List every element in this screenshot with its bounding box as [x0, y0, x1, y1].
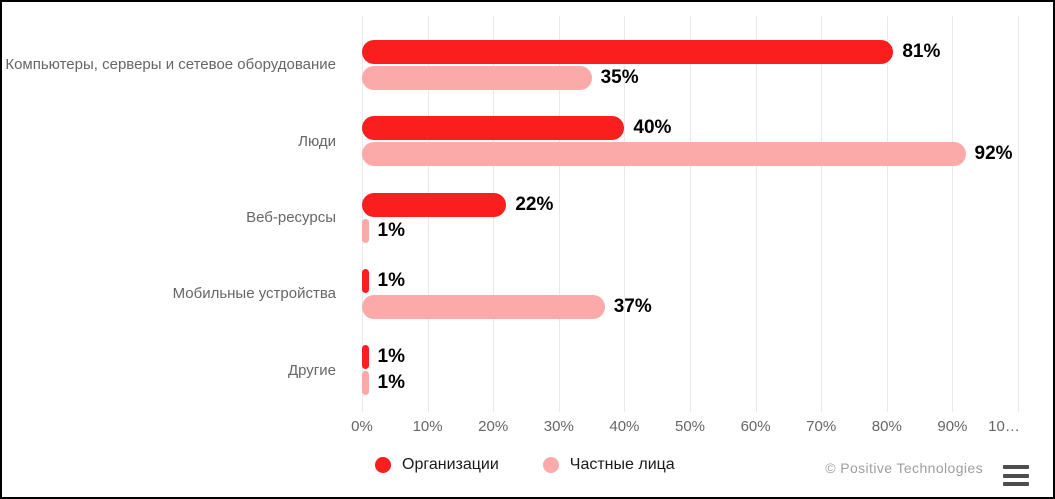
bar-individuals[interactable] [362, 294, 605, 319]
bar-group: Люди 40% 92% [2, 116, 1053, 167]
gridline [1018, 16, 1019, 412]
category-label: Компьютеры, серверы и сетевое оборудован… [5, 56, 336, 74]
credits-text: © Positive Technologies [825, 460, 983, 476]
gridline [624, 16, 626, 412]
legend-dot [542, 457, 559, 473]
bar-group: Компьютеры, серверы и сетевое оборудован… [2, 40, 1053, 90]
category-label: Другие [287, 361, 336, 379]
bar-group: Мобильные устройства 1% 37% [2, 268, 1053, 319]
x-tick-label: 50% [674, 418, 706, 435]
value-label: 1% [377, 346, 406, 368]
bar-organizations[interactable] [362, 345, 369, 370]
value-label: 1% [377, 372, 406, 394]
gridline [952, 16, 954, 412]
bar-individuals[interactable] [362, 142, 966, 167]
bar-individuals[interactable] [362, 66, 592, 90]
value-label: 40% [633, 117, 672, 139]
value-label: 35% [600, 67, 639, 88]
bar-group: Веб-ресурсы 22% 1% [2, 192, 1053, 243]
hamburger-menu-icon[interactable] [1003, 465, 1029, 486]
legend-label: Частные лица [569, 456, 675, 473]
gridline [755, 16, 757, 412]
menu-bar [1003, 473, 1029, 478]
x-tick-label: 80% [871, 418, 902, 435]
value-label: 1% [377, 219, 406, 241]
legend: Организации Частные лица [375, 456, 675, 474]
x-tick-label: 40% [609, 418, 640, 435]
x-tick-label: 10… [988, 418, 1020, 435]
category-label: Веб-ресурсы [246, 208, 336, 226]
x-tick-label: 30% [543, 418, 574, 435]
bar-organizations[interactable] [362, 116, 625, 141]
value-label: 22% [515, 193, 554, 215]
category-label: Мобильные устройства [172, 285, 336, 303]
gridline [362, 16, 363, 412]
x-tick-label: 10% [412, 418, 443, 435]
bar-individuals[interactable] [362, 371, 369, 396]
x-tick-label: 60% [740, 418, 771, 435]
bar-group: Другие 1% 1% [2, 345, 1053, 396]
gridline [821, 16, 823, 412]
legend-item-individuals[interactable]: Частные лица [542, 456, 675, 474]
x-tick-label: 70% [806, 418, 837, 435]
x-tick-label: 20% [478, 418, 509, 435]
value-label: 81% [902, 41, 941, 62]
bar-individuals[interactable] [362, 218, 369, 243]
gridline [690, 16, 691, 412]
legend-item-organizations[interactable]: Организации [375, 456, 499, 474]
menu-bar [1003, 465, 1029, 469]
legend-label: Организации [402, 456, 499, 473]
bar-organizations[interactable] [362, 268, 369, 293]
gridline [558, 16, 560, 412]
gridline [886, 16, 888, 412]
legend-dot [375, 457, 391, 473]
category-label: Люди [298, 132, 336, 150]
value-label: 37% [613, 295, 652, 317]
bar-organizations[interactable] [362, 192, 507, 217]
x-tick-label: 0% [351, 418, 373, 435]
bar-organizations[interactable] [362, 40, 894, 64]
x-tick-label: 90% [937, 418, 968, 435]
menu-bar [1003, 482, 1029, 486]
value-label: 1% [377, 269, 406, 291]
value-label: 92% [974, 143, 1013, 165]
